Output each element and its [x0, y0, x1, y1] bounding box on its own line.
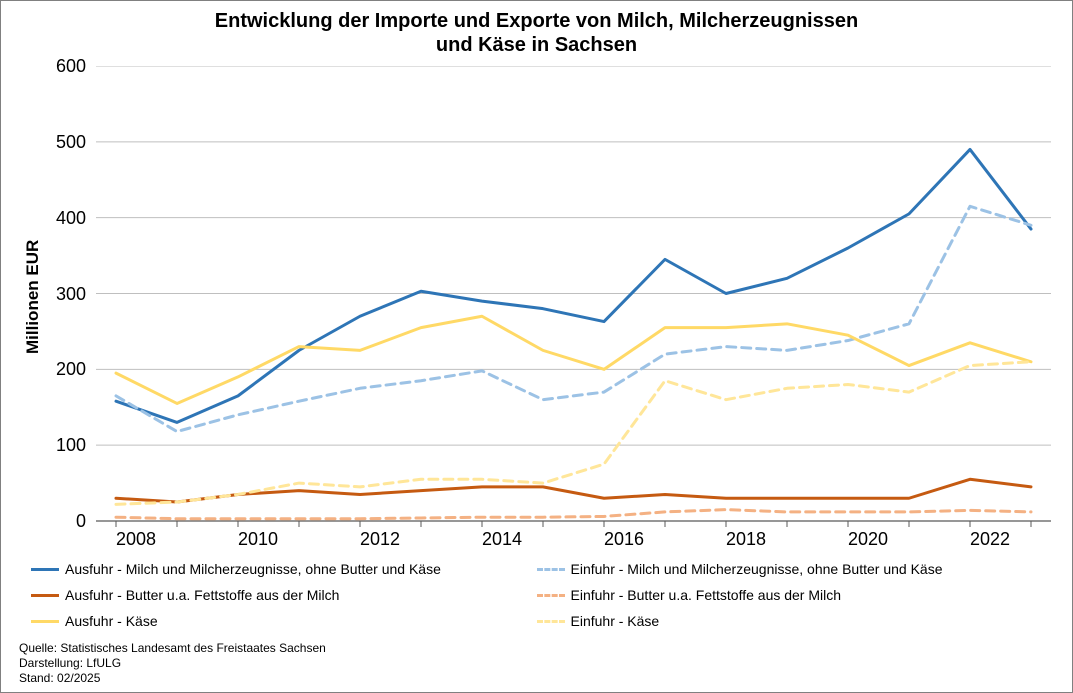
y-axis-label: Millionen EUR [23, 239, 43, 353]
legend-label: Ausfuhr - Milch und Milcherzeugnisse, oh… [65, 561, 441, 577]
legend-item: Einfuhr - Käse [537, 608, 1043, 634]
legend-swatch [31, 620, 59, 623]
x-tick-label: 2014 [482, 529, 522, 550]
y-tick-label: 400 [56, 208, 86, 229]
y-tick-label: 300 [56, 284, 86, 305]
chart-legend: Ausfuhr - Milch und Milcherzeugnisse, oh… [31, 556, 1042, 634]
x-tick-label: 2022 [970, 529, 1010, 550]
legend-label: Ausfuhr - Butter u.a. Fettstoffe aus der… [65, 587, 339, 603]
x-tick-label: 2008 [116, 529, 156, 550]
legend-swatch [31, 568, 59, 571]
x-tick-label: 2018 [726, 529, 766, 550]
x-tick-label: 2012 [360, 529, 400, 550]
chart-title: Entwicklung der Importe und Exporte von … [1, 9, 1072, 57]
legend-item: Ausfuhr - Käse [31, 608, 537, 634]
legend-swatch [537, 568, 565, 571]
chart-container: Entwicklung der Importe und Exporte von … [0, 0, 1073, 693]
chart-plot [96, 66, 1051, 531]
legend-swatch [537, 620, 565, 623]
y-tick-label: 600 [56, 56, 86, 77]
y-tick-label: 0 [76, 511, 86, 532]
x-tick-label: 2020 [848, 529, 888, 550]
legend-swatch [537, 594, 565, 597]
y-tick-label: 200 [56, 359, 86, 380]
x-tick-label: 2010 [238, 529, 278, 550]
x-tick-label: 2016 [604, 529, 644, 550]
y-tick-label: 100 [56, 435, 86, 456]
legend-item: Einfuhr - Milch und Milcherzeugnisse, oh… [537, 556, 1043, 582]
y-tick-label: 500 [56, 132, 86, 153]
legend-item: Ausfuhr - Butter u.a. Fettstoffe aus der… [31, 582, 537, 608]
legend-swatch [31, 594, 59, 597]
chart-footnotes: Quelle: Statistisches Landesamt des Frei… [19, 641, 326, 686]
legend-label: Einfuhr - Milch und Milcherzeugnisse, oh… [571, 561, 943, 577]
legend-label: Einfuhr - Butter u.a. Fettstoffe aus der… [571, 587, 842, 603]
legend-item: Ausfuhr - Milch und Milcherzeugnisse, oh… [31, 556, 537, 582]
legend-label: Ausfuhr - Käse [65, 613, 158, 629]
legend-label: Einfuhr - Käse [571, 613, 660, 629]
legend-item: Einfuhr - Butter u.a. Fettstoffe aus der… [537, 582, 1043, 608]
